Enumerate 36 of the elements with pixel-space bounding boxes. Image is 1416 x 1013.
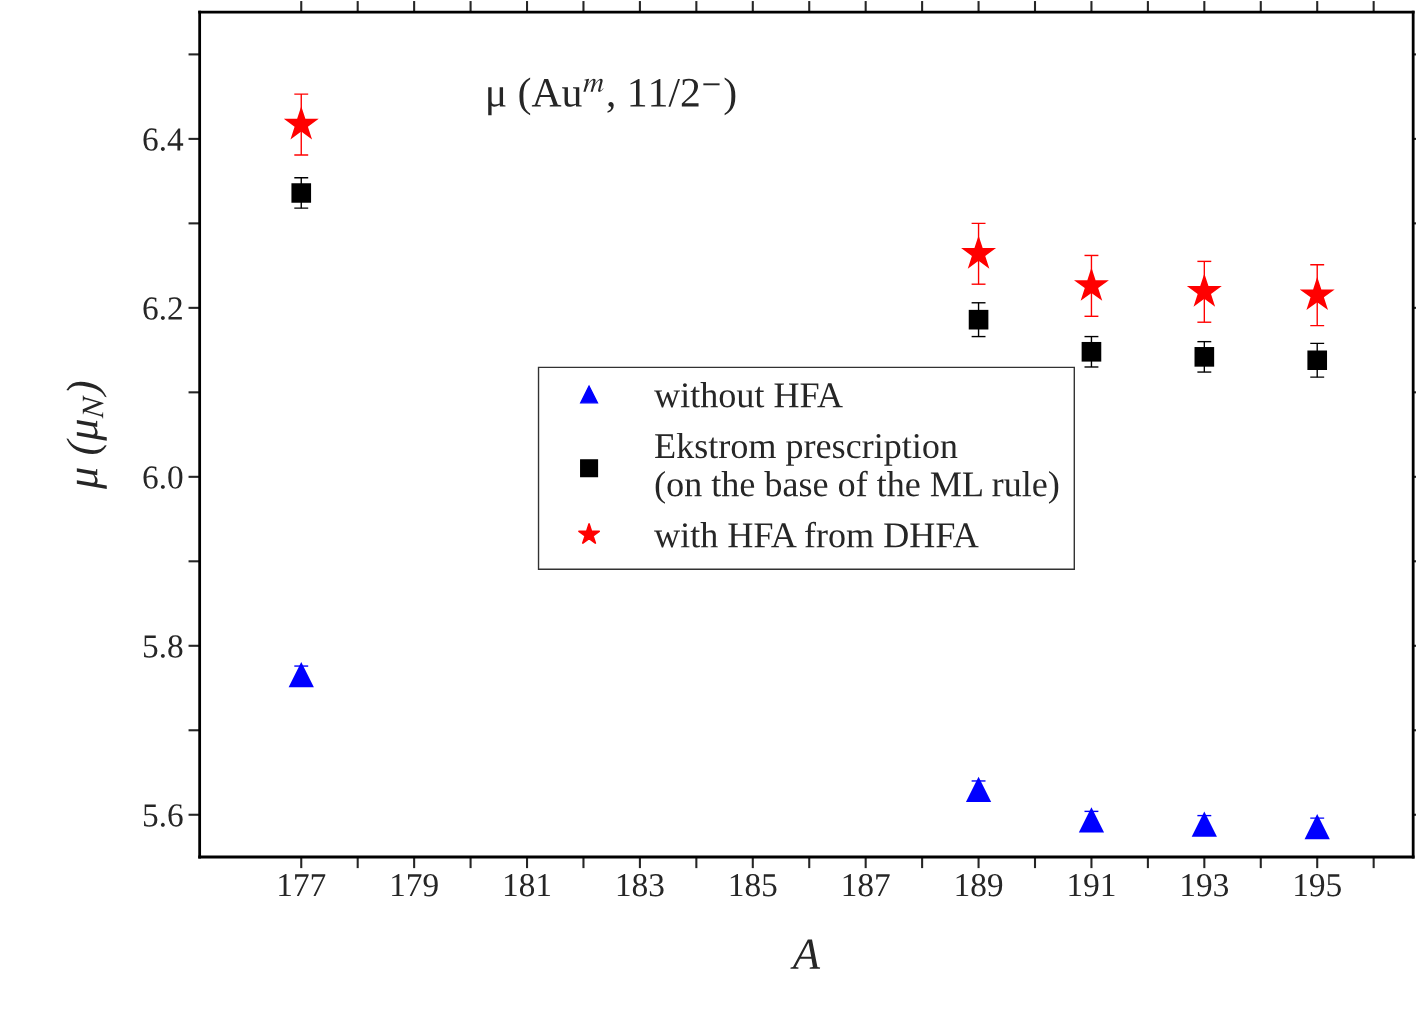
legend-label: Ekstrom prescription (on the base of the ML rule) — [655, 432, 1059, 504]
y-tick-label: 6.2 — [143, 297, 182, 320]
y-tick-label: 6.0 — [143, 466, 183, 489]
point — [1304, 813, 1330, 840]
point — [1186, 273, 1222, 307]
point — [291, 183, 312, 203]
point — [1078, 807, 1105, 833]
point — [1073, 267, 1109, 301]
y-tick-label: 5.8 — [143, 635, 183, 658]
point — [283, 106, 319, 140]
x-tick-label: 185 — [730, 873, 777, 897]
point — [288, 661, 314, 688]
point — [961, 235, 997, 269]
x-tick-label: 191 — [1069, 874, 1115, 897]
point — [968, 309, 989, 330]
point — [1191, 811, 1217, 837]
point — [1299, 276, 1335, 311]
y-axis-title: μ (μ$_{N}$) — [66, 381, 107, 490]
x-tick-label: 187 — [843, 873, 890, 897]
legend-label: without HFA — [654, 382, 843, 408]
annotation: μ (Au$^{m}$, 11/2$^{−}$) — [488, 77, 736, 116]
x-tick-label: 181 — [504, 873, 551, 897]
x-tick-label: 195 — [1295, 874, 1341, 897]
y-tick-label: 5.6 — [143, 804, 183, 827]
point — [965, 776, 992, 803]
x-tick-label: 193 — [1182, 874, 1229, 897]
legend-label: with HFA from DHFA — [654, 521, 979, 548]
x-tick-label: 177 — [279, 874, 326, 897]
y-tick-label: 6.4 — [143, 128, 184, 151]
x-tick-label: 183 — [617, 873, 664, 897]
x-tick-label: 189 — [956, 873, 1003, 897]
x-axis-title: A — [790, 939, 821, 969]
point — [1081, 341, 1102, 362]
point — [1194, 347, 1215, 367]
point — [1307, 350, 1328, 371]
x-tick-label: 179 — [392, 874, 438, 897]
